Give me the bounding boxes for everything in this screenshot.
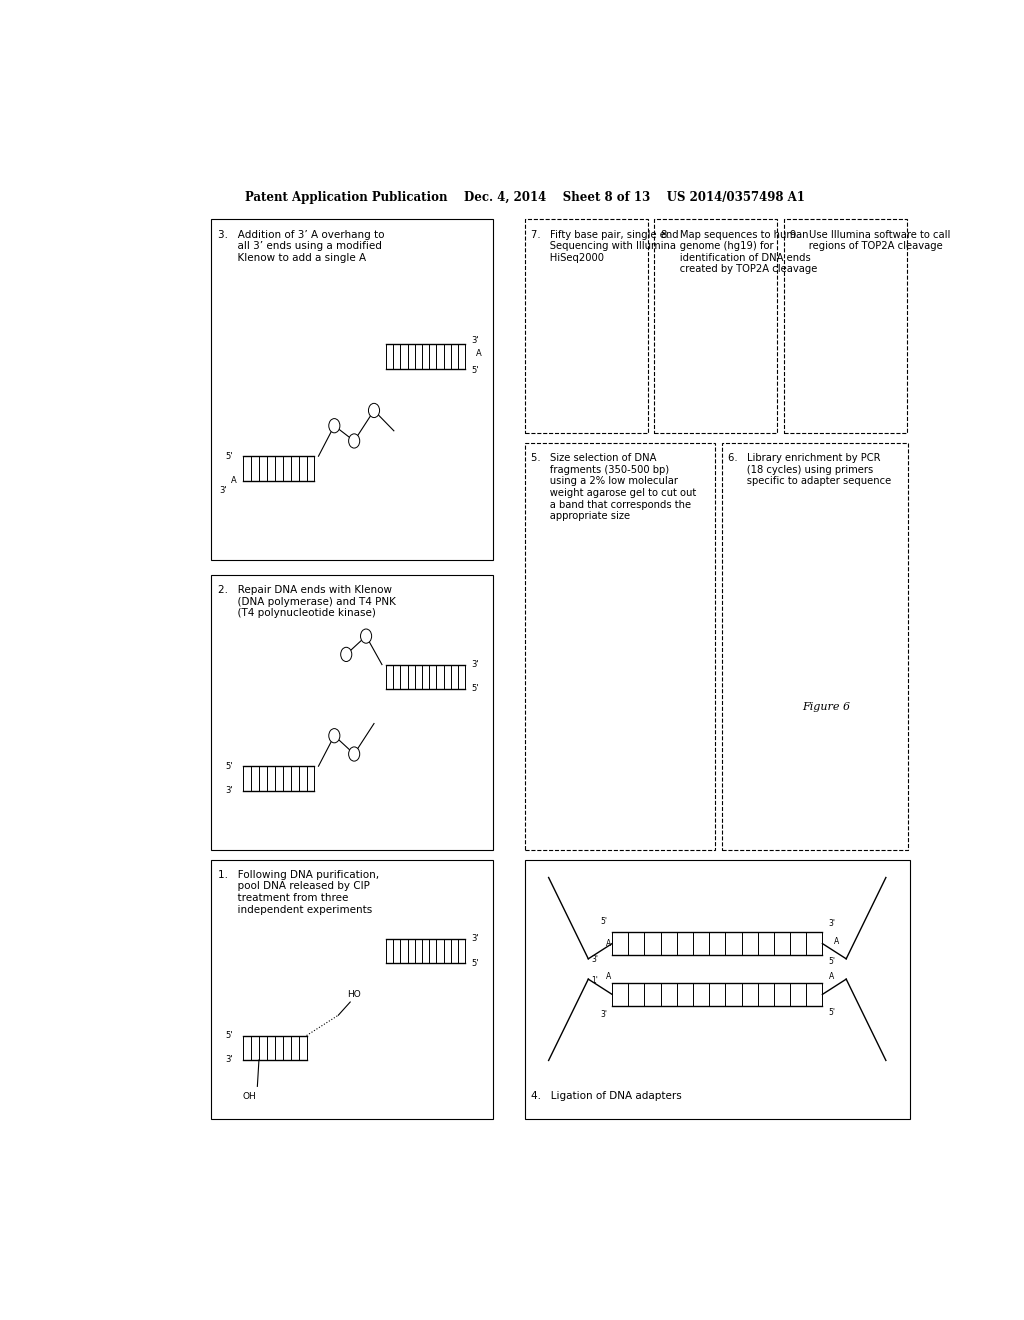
Text: A: A — [829, 972, 835, 981]
Text: P: P — [365, 634, 368, 639]
Circle shape — [329, 729, 340, 743]
Text: A: A — [605, 972, 610, 981]
Text: 3': 3' — [219, 486, 227, 495]
Text: 5': 5' — [225, 1031, 232, 1040]
Text: P: P — [352, 751, 356, 756]
Text: 9.   Use Illumina software to call
      regions of TOP2A cleavage: 9. Use Illumina software to call regions… — [790, 230, 950, 251]
Text: 3': 3' — [472, 335, 479, 345]
Text: 3.   Addition of 3’ A overhang to
      all 3’ ends using a modified
      Kleno: 3. Addition of 3’ A overhang to all 3’ e… — [218, 230, 384, 263]
Bar — [524, 444, 715, 850]
Circle shape — [341, 647, 352, 661]
Circle shape — [348, 747, 359, 762]
Text: P: P — [333, 424, 336, 428]
Bar — [211, 859, 494, 1119]
Text: 3': 3' — [601, 1010, 607, 1019]
Text: 5': 5' — [472, 958, 479, 968]
Text: 5': 5' — [828, 1008, 836, 1018]
Circle shape — [348, 434, 359, 447]
Bar — [722, 444, 908, 850]
Text: P: P — [372, 408, 376, 413]
Text: 3': 3' — [472, 935, 479, 944]
Bar — [211, 576, 494, 850]
Text: 2.   Repair DNA ends with Klenow
      (DNA polymerase) and T4 PNK
      (T4 pol: 2. Repair DNA ends with Klenow (DNA poly… — [218, 585, 395, 619]
Text: 5.   Size selection of DNA
      fragments (350-500 bp)
      using a 2% low mol: 5. Size selection of DNA fragments (350-… — [531, 453, 696, 521]
Text: 1.   Following DNA purification,
      pool DNA released by CIP
      treatment : 1. Following DNA purification, pool DNA … — [218, 870, 379, 915]
Text: 3': 3' — [472, 660, 479, 669]
Text: 8.   Map sequences to human
      genome (hg19) for
      identification of DNA : 8. Map sequences to human genome (hg19) … — [660, 230, 817, 275]
Text: 5': 5' — [472, 685, 479, 693]
Text: 6.   Library enrichment by PCR
      (18 cycles) using primers
      specific to: 6. Library enrichment by PCR (18 cycles)… — [728, 453, 891, 486]
Text: 1': 1' — [591, 975, 598, 985]
Text: 5': 5' — [472, 367, 479, 375]
Text: A: A — [835, 937, 840, 946]
Text: Figure 6: Figure 6 — [803, 702, 850, 713]
Text: 3': 3' — [828, 919, 836, 928]
Circle shape — [329, 418, 340, 433]
Text: A: A — [605, 939, 610, 948]
Text: 5': 5' — [225, 762, 232, 771]
Text: 5': 5' — [225, 451, 232, 461]
Text: HO: HO — [347, 990, 361, 999]
Bar — [654, 219, 777, 433]
Bar — [524, 859, 909, 1119]
Text: 3': 3' — [225, 787, 232, 795]
Text: 5': 5' — [601, 916, 607, 925]
Text: 3': 3' — [225, 1056, 232, 1064]
Text: A: A — [230, 477, 237, 484]
Bar — [211, 219, 494, 560]
Bar — [783, 219, 906, 433]
Text: 7.   Fifty base pair, single end
      Sequencing with Illumina
      HiSeq2000: 7. Fifty base pair, single end Sequencin… — [531, 230, 679, 263]
Circle shape — [360, 630, 372, 643]
Bar — [524, 219, 648, 433]
Text: 4.   Ligation of DNA adapters: 4. Ligation of DNA adapters — [531, 1090, 682, 1101]
Text: Patent Application Publication    Dec. 4, 2014    Sheet 8 of 13    US 2014/03574: Patent Application Publication Dec. 4, 2… — [245, 190, 805, 203]
Text: A: A — [476, 348, 481, 358]
Text: P: P — [352, 438, 356, 444]
Text: P: P — [344, 652, 348, 657]
Circle shape — [369, 404, 380, 417]
Text: P: P — [333, 733, 336, 738]
Text: 3': 3' — [591, 956, 598, 965]
Text: 5': 5' — [828, 957, 836, 966]
Text: OH: OH — [243, 1092, 256, 1101]
